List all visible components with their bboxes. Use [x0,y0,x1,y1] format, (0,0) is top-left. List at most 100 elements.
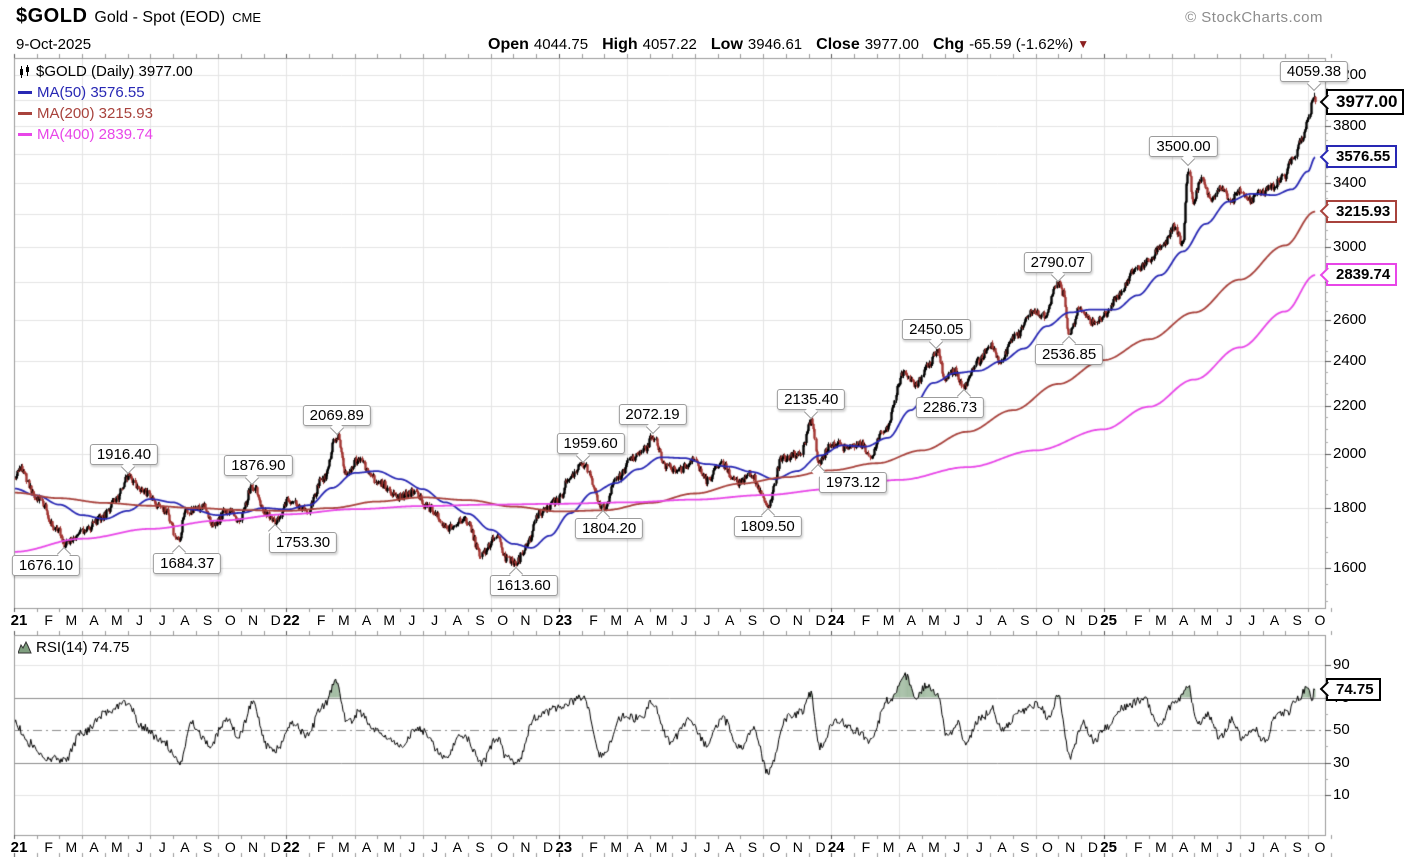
x-axis-label-rsi-12: 22 [283,839,300,856]
x-axis-label-rsi-4: M [110,839,123,855]
legend-ma200-row: MA(200) 3215.93 [18,103,193,124]
x-axis-label-rsi-10: N [247,839,259,855]
x-axis-label-rsi-20: S [475,839,485,855]
high-value: 4057.22 [642,36,697,53]
x-axis-label-main-15: A [361,612,372,628]
x-axis-label-main-8: S [202,612,213,628]
x-axis-label-main-38: M [882,612,895,628]
x-axis-label-rsi-40: M [928,839,940,855]
price-axis-label-2000: 2000 [1333,445,1367,463]
x-axis-label-rsi-2: M [65,839,78,855]
x-axis-label-rsi-9: O [224,839,236,855]
low-label: Low [710,36,743,53]
x-axis-label-main-55: A [1269,612,1280,628]
x-axis-label-rsi-54: J [1248,839,1256,855]
x-axis-label-main-36: 24 [827,612,845,629]
x-axis-label-main-21: O [497,612,509,628]
legend-ma50-row: MA(50) 3576.55 [18,82,193,103]
x-axis-label-main-23: D [543,612,554,628]
change-value: -65.59 (-1.62%) [969,36,1074,53]
x-axis-label-main-57: O [1314,612,1326,628]
change-label: Chg [932,36,965,53]
x-axis-label-main-13: F [316,612,326,628]
legend-ma50-label: MA(50) 3576.55 [37,84,145,101]
x-axis-label-rsi-5: J [136,839,143,855]
legend-ma400-label: MA(400) 2839.74 [37,126,153,143]
x-axis-label-rsi-7: A [180,839,190,855]
x-axis-label-main-51: A [1179,612,1189,628]
x-axis-label-rsi-15: A [361,839,372,855]
x-axis-label-main-29: J [680,612,688,628]
x-axis-label-rsi-43: A [997,839,1007,855]
x-axis-label-rsi-45: O [1042,839,1053,855]
x-axis-label-rsi-47: D [1087,839,1098,855]
x-axis-label-main-25: F [589,612,598,628]
x-axis-label-main-37: F [861,612,871,628]
x-axis-label-rsi-46: N [1065,839,1076,855]
x-axis-label-rsi-19: A [452,839,462,855]
x-axis-label-main-45: O [1042,612,1053,628]
rsi-axis-label-90: 90 [1333,656,1350,673]
x-axis-label-main-11: D [270,612,281,628]
x-axis-label-main-6: J [158,612,166,628]
x-axis-label-main-7: A [180,612,190,628]
x-axis-label-main-19: A [452,612,462,628]
low-value: 3946.61 [747,36,803,53]
x-axis-label-rsi-36: 24 [827,839,845,856]
x-axis-label-main-33: O [769,612,781,628]
high-label: High [602,36,638,53]
price-callout-3215.93: 3215.93 [1319,199,1398,223]
x-axis-label-rsi-30: J [703,839,711,855]
x-axis-label-rsi-1: F [44,839,53,855]
price-callout-2839.74: 2839.74 [1319,263,1398,287]
ma400-swatch [18,133,32,136]
x-axis-label-main-2: M [65,612,78,628]
x-axis-label-main-50: M [1155,612,1167,628]
x-axis-label-rsi-42: J [975,839,983,855]
x-axis-label-main-3: A [89,612,99,628]
x-axis-label-main-41: J [953,612,961,628]
open-label: Open [488,36,529,53]
x-axis-label-main-53: J [1225,612,1233,628]
x-axis-label-main-30: J [703,612,711,628]
x-axis-label-main-18: J [431,612,439,628]
x-axis-label-rsi-17: J [408,839,416,855]
x-axis-label-rsi-35: D [815,839,826,855]
x-axis-label-main-54: J [1248,612,1256,628]
x-axis-label-rsi-39: A [906,839,916,855]
x-axis-label-rsi-14: M [337,839,350,855]
x-axis-label-rsi-51: A [1179,839,1189,855]
rsi-legend: RSI(14) 74.75 [18,639,129,656]
x-axis-label-rsi-33: O [769,839,781,855]
x-axis-label-rsi-34: N [792,839,803,855]
x-axis-label-main-1: F [44,612,53,628]
candlestick-icon [20,64,29,78]
price-axis-label-2600: 2600 [1333,311,1367,329]
x-axis-label-rsi-27: A [634,839,644,855]
x-axis-label-main-44: S [1020,612,1030,628]
x-axis-label-rsi-0: 21 [10,839,28,856]
ma50-swatch [18,91,32,94]
x-axis-label-main-46: N [1065,612,1076,628]
x-axis-label-main-14: M [337,612,350,628]
x-axis-label-rsi-31: A [725,839,735,855]
x-axis-label-main-52: M [1200,612,1213,628]
x-axis-label-rsi-37: F [861,839,871,855]
legend-ma200-label: MA(200) 3215.93 [37,105,153,122]
x-axis-label-rsi-48: 25 [1100,839,1117,856]
x-axis-label-main-48: 25 [1100,612,1117,629]
open-value: 4044.75 [533,36,589,53]
instrument-name: Gold - Spot (EOD) [94,9,226,26]
x-axis-label-rsi-11: D [270,839,281,855]
quote-bar: Open 4044.75 High 4057.22 Low 3946.61 Close 397… [488,36,1089,54]
x-axis-label-rsi-24: 23 [555,839,573,856]
exchange: CME [232,10,261,25]
legend-ma400-row: MA(400) 2839.74 [18,124,193,145]
rsi-axis-label-30: 30 [1333,753,1350,771]
x-axis-label-rsi-50: M [1155,839,1167,855]
close-value: 3977.00 [864,36,919,53]
x-axis-label-main-34: N [792,612,803,628]
x-axis-label-rsi-3: A [89,839,99,855]
